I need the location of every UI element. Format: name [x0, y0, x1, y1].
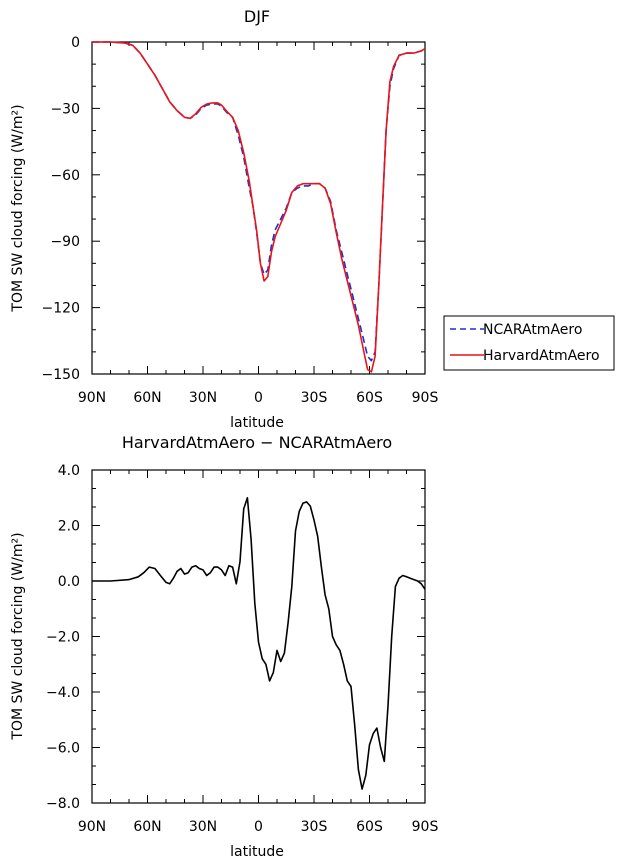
x-tick-label: 30N [189, 390, 217, 406]
y-tick-label: −4.0 [46, 685, 80, 701]
x-tick-label: 90N [78, 390, 106, 406]
x-tick-label: 30S [301, 390, 328, 406]
y-tick-label: 0.0 [58, 574, 80, 590]
y-tick-label: −2.0 [46, 630, 80, 646]
x-tick-label: 90S [412, 390, 439, 406]
y-tick-label: −60 [50, 168, 80, 184]
top-chart-ylabel: TOM SW cloud forcing (W/m²) [10, 104, 26, 312]
x-tick-label: 60S [356, 819, 383, 835]
legend-label-ncar: NCARAtmAero [483, 322, 582, 338]
bottom-chart-ylabel: TOM SW cloud forcing (W/m²) [10, 532, 26, 740]
x-tick-label: 90N [78, 819, 106, 835]
series-line-ncaratmaero [92, 41, 426, 362]
bottom-chart: HarvardAtmAero − NCARAtmAero 4.0 2.0 0.0 −2… [10, 433, 438, 860]
x-tick-label: 60S [356, 390, 383, 406]
x-tick-label: 0 [254, 819, 263, 835]
top-chart-frame [91, 41, 426, 375]
legend-box [443, 315, 615, 371]
y-tick-label: −90 [50, 234, 80, 250]
y-tick-label: −30 [50, 101, 80, 117]
x-tick-label: 90S [412, 819, 439, 835]
x-tick-label: 60N [133, 819, 161, 835]
y-tick-label: 0 [71, 35, 80, 51]
y-tick-label: 2.0 [58, 519, 80, 535]
x-tick-label: 60N [133, 390, 161, 406]
bottom-chart-xlabel: latitude [230, 844, 284, 860]
y-tick-label: −150 [42, 367, 80, 383]
series-line-difference [92, 496, 426, 790]
series-line-harvardatmaero [92, 41, 426, 373]
y-tick-label: −120 [42, 301, 80, 317]
legend-label-harvard: HarvardAtmAero [483, 348, 600, 364]
x-tick-label: 30N [189, 819, 217, 835]
bottom-chart-title: HarvardAtmAero − NCARAtmAero [122, 433, 392, 452]
top-chart-legend: NCARAtmAero HarvardAtmAero [443, 315, 615, 371]
y-tick-label: 4.0 [58, 463, 80, 479]
y-tick-label: −6.0 [46, 741, 80, 757]
top-chart-xlabel: latitude [230, 415, 284, 431]
x-tick-label: 0 [254, 390, 263, 406]
top-chart: DJF 0 −30 −60 −90 −120 −150 90N 60N 30N 0 30S 60S 9… [10, 7, 615, 431]
y-tick-label: −8.0 [46, 796, 80, 812]
top-chart-title: DJF [244, 7, 270, 26]
x-tick-label: 30S [301, 819, 328, 835]
